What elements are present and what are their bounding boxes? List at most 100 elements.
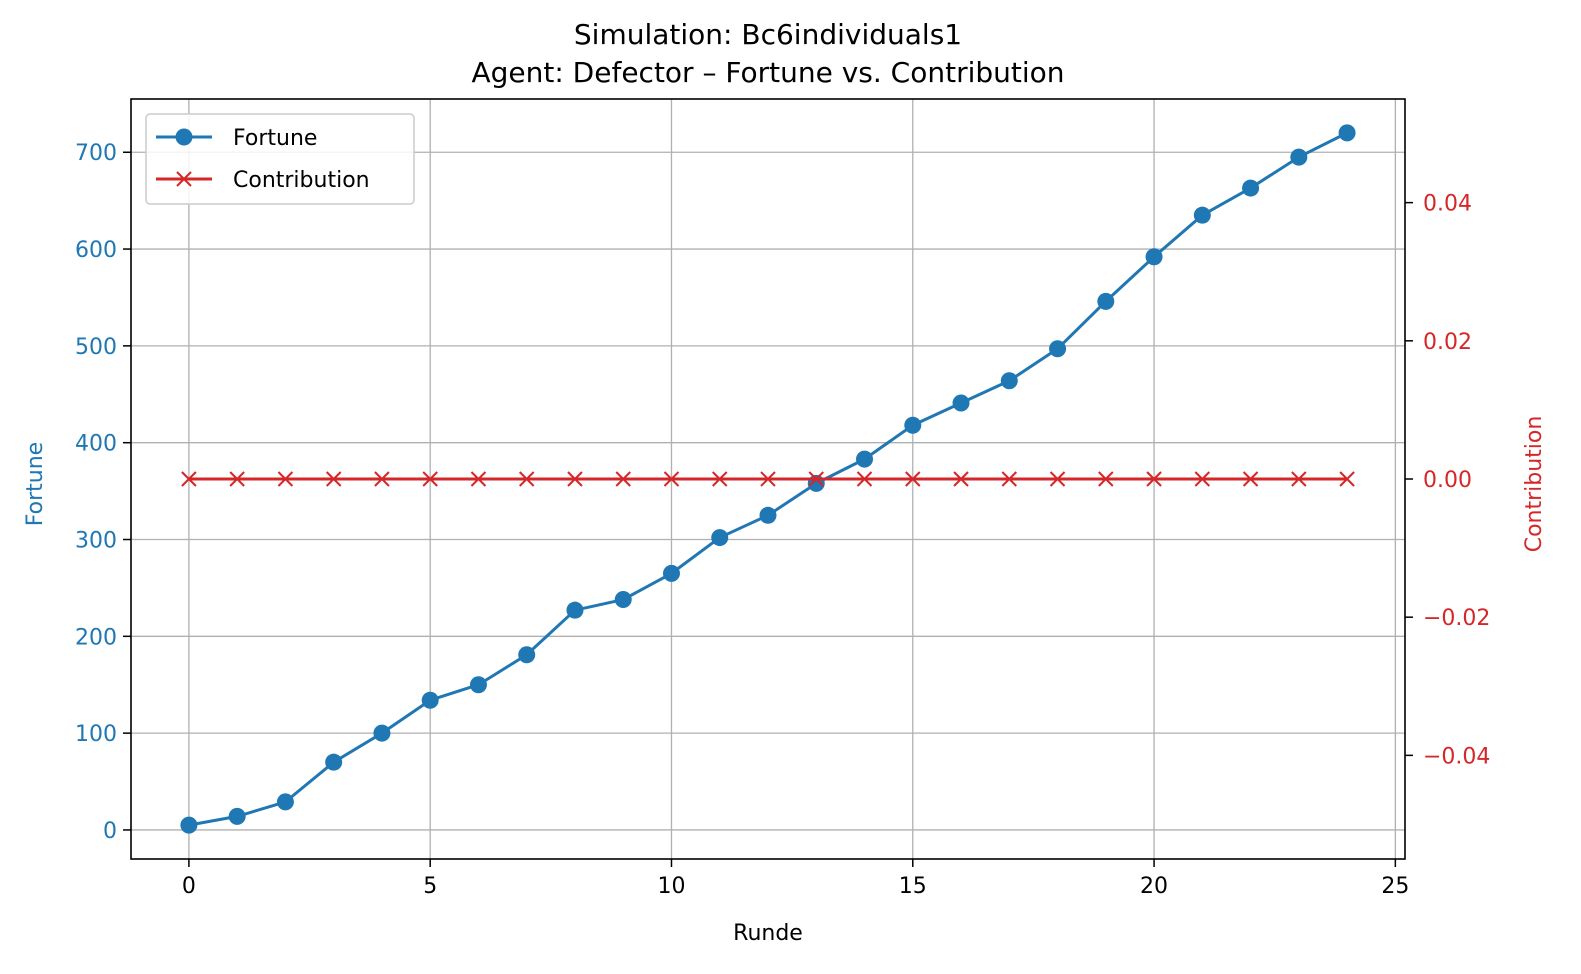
x-marker-stroke [808, 471, 824, 487]
x-marker-stroke [663, 471, 680, 487]
x-marker-stroke [470, 471, 487, 487]
data-point-fortune [325, 753, 343, 771]
right-y-tick-label: 0.00 [1423, 468, 1472, 493]
data-point-fortune [759, 506, 777, 524]
right-y-axis-label: Contribution [1522, 416, 1547, 553]
series-layer [180, 124, 1356, 834]
x-marker-stroke [1339, 471, 1355, 487]
x-tick-label: 0 [182, 874, 196, 899]
x-marker-stroke [1146, 471, 1162, 487]
data-point-contribution [567, 471, 583, 487]
right-y-tick-label: −0.02 [1423, 606, 1490, 631]
x-tick-label: 20 [1140, 874, 1168, 899]
data-point-contribution [663, 471, 680, 487]
data-point-contribution [1001, 471, 1017, 487]
legend-contribution-marker [176, 171, 192, 187]
left-y-tick-label: 300 [75, 529, 117, 554]
data-point-contribution [519, 471, 535, 487]
left-y-tick-label: 700 [75, 141, 117, 166]
data-point-contribution [277, 471, 294, 487]
x-marker-stroke [712, 471, 728, 487]
left-y-tick-label: 100 [75, 722, 117, 747]
legend: Fortune Contribution [145, 113, 415, 205]
left-y-axis-ticks: 0 100 200 300 400 500 600 700 [75, 141, 131, 844]
x-marker-stroke [519, 471, 535, 487]
legend-fortune-marker [175, 128, 193, 146]
legend-contribution-label: Contribution [233, 168, 370, 193]
data-point-fortune [276, 793, 294, 811]
data-point-fortune [228, 807, 246, 825]
x-marker-stroke [422, 471, 438, 487]
data-point-fortune [373, 724, 391, 742]
data-point-contribution [1146, 471, 1162, 487]
x-marker-stroke [374, 471, 390, 487]
data-point-fortune [856, 450, 874, 468]
x-marker-stroke [181, 471, 197, 487]
x-marker-stroke [277, 471, 294, 487]
data-point-contribution [374, 471, 390, 487]
data-point-contribution [615, 471, 631, 487]
left-y-tick-label: 400 [75, 432, 117, 457]
data-point-contribution [1194, 471, 1211, 487]
x-marker-stroke [856, 471, 873, 487]
chart-subtitle: Agent: Defector – Fortune vs. Contributi… [471, 56, 1064, 89]
data-point-contribution [422, 471, 438, 487]
x-tick-label: 5 [423, 874, 437, 899]
data-point-fortune [1097, 292, 1115, 310]
data-point-contribution [325, 471, 342, 487]
left-y-tick-label: 200 [75, 625, 117, 650]
data-point-contribution [1098, 471, 1114, 487]
series-fortune [180, 124, 1356, 834]
x-tick-label: 25 [1381, 874, 1409, 899]
data-point-contribution [808, 471, 824, 487]
data-point-fortune [807, 474, 825, 492]
data-point-fortune [1193, 206, 1211, 224]
right-y-tick-label: 0.04 [1423, 192, 1472, 217]
data-point-contribution [470, 471, 487, 487]
data-point-fortune [1145, 248, 1163, 266]
data-point-contribution [712, 471, 728, 487]
data-point-contribution [1339, 471, 1355, 487]
data-point-fortune [952, 394, 970, 412]
left-y-tick-label: 500 [75, 335, 117, 360]
data-point-contribution [1049, 471, 1066, 487]
data-point-contribution [760, 471, 776, 487]
x-tick-label: 10 [657, 874, 685, 899]
data-point-fortune [1338, 124, 1356, 142]
x-marker-stroke [1291, 471, 1307, 487]
x-marker-stroke [953, 471, 969, 487]
data-point-contribution [856, 471, 873, 487]
data-point-fortune [421, 691, 439, 709]
data-point-fortune [518, 646, 536, 664]
x-tick-label: 15 [899, 874, 927, 899]
data-point-contribution [229, 471, 245, 487]
x-marker-stroke [325, 471, 342, 487]
x-marker-stroke [760, 471, 776, 487]
legend-box [145, 113, 415, 205]
data-point-fortune [1242, 179, 1260, 197]
data-point-contribution [1291, 471, 1307, 487]
data-point-fortune [614, 591, 632, 609]
data-point-fortune [1000, 372, 1018, 390]
x-marker-stroke [567, 471, 583, 487]
x-axis-label: Runde [733, 921, 803, 946]
data-point-contribution [1242, 471, 1259, 487]
x-marker-stroke [1098, 471, 1114, 487]
x-marker-stroke [1194, 471, 1211, 487]
x-marker-stroke [229, 471, 245, 487]
legend-fortune-label: Fortune [233, 126, 317, 151]
x-marker-stroke [905, 471, 921, 487]
left-y-tick-label: 0 [103, 819, 117, 844]
right-y-tick-label: 0.02 [1423, 330, 1472, 355]
data-point-contribution [905, 471, 921, 487]
left-y-tick-label: 600 [75, 238, 117, 263]
data-point-fortune [711, 529, 729, 547]
data-point-fortune [662, 564, 680, 582]
data-point-fortune [904, 416, 922, 434]
left-y-axis-label: Fortune [23, 442, 48, 526]
data-point-fortune [1290, 148, 1308, 166]
data-point-fortune [469, 676, 487, 694]
x-marker-stroke [1049, 471, 1066, 487]
series-contribution [181, 471, 1355, 487]
